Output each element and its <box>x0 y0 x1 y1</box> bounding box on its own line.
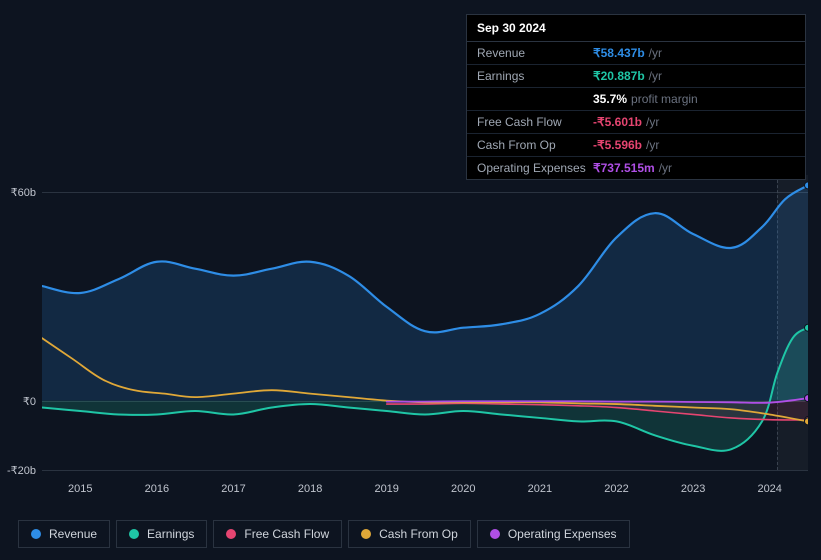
tooltip-row: Earnings₹20.887b/yr <box>467 65 805 88</box>
legend-item-revenue[interactable]: Revenue <box>18 520 110 548</box>
x-axis-label: 2024 <box>757 483 781 495</box>
tooltip-row-unit: /yr <box>649 46 662 60</box>
tooltip-row: Operating Expenses₹737.515m/yr <box>467 157 805 179</box>
x-axis-label: 2021 <box>528 483 552 495</box>
x-axis-label: 2022 <box>604 483 628 495</box>
tooltip-row-unit: /yr <box>646 138 659 152</box>
legend-swatch <box>490 529 500 539</box>
x-axis-label: 2023 <box>681 483 705 495</box>
tooltip-rows: Revenue₹58.437b/yrEarnings₹20.887b/yr35.… <box>467 42 805 179</box>
tooltip-row: Free Cash Flow-₹5.601b/yr <box>467 111 805 134</box>
series-end-marker <box>805 418 809 425</box>
tooltip-row-unit: /yr <box>649 69 662 83</box>
tooltip-row-value: ₹58.437b <box>593 46 645 60</box>
series-end-marker <box>805 395 809 402</box>
legend-label: Cash From Op <box>379 527 458 541</box>
legend-label: Operating Expenses <box>508 527 617 541</box>
y-axis-label: -₹20b <box>0 464 36 477</box>
series-end-marker <box>805 324 809 331</box>
legend-item-earnings[interactable]: Earnings <box>116 520 207 548</box>
y-axis-label: ₹0 <box>0 395 36 408</box>
legend-label: Free Cash Flow <box>244 527 329 541</box>
tooltip-row-value: -₹5.601b <box>593 115 642 129</box>
tooltip-row: Cash From Op-₹5.596b/yr <box>467 134 805 157</box>
tooltip-row-label: Operating Expenses <box>477 161 593 175</box>
tooltip-date: Sep 30 2024 <box>467 15 805 42</box>
y-axis-label: ₹60b <box>0 186 36 199</box>
x-axis-label: 2020 <box>451 483 475 495</box>
x-axis-label: 2018 <box>298 483 322 495</box>
tooltip-profit-margin: 35.7%profit margin <box>467 88 805 111</box>
x-axis-label: 2019 <box>374 483 398 495</box>
legend-swatch <box>226 529 236 539</box>
x-axis-label: 2016 <box>145 483 169 495</box>
x-axis-label: 2015 <box>68 483 92 495</box>
chart-plot <box>42 175 808 470</box>
tooltip-row-unit: /yr <box>659 161 672 175</box>
legend-swatch <box>129 529 139 539</box>
legend-swatch <box>361 529 371 539</box>
tooltip-row-value: -₹5.596b <box>593 138 642 152</box>
chart-legend: Revenue Earnings Free Cash Flow Cash From O… <box>18 520 630 548</box>
legend-label: Earnings <box>147 527 194 541</box>
x-axis-label: 2017 <box>221 483 245 495</box>
series-area-revenue <box>42 185 808 400</box>
tooltip-row-label: Revenue <box>477 46 593 60</box>
legend-label: Revenue <box>49 527 97 541</box>
tooltip-row-label: Cash From Op <box>477 138 593 152</box>
chart-tooltip: Sep 30 2024 Revenue₹58.437b/yrEarnings₹2… <box>466 14 806 180</box>
grid-line <box>42 470 808 471</box>
financials-chart[interactable]: ₹60b ₹0 -₹20b 2015 2016 2017 2018 2019 2020 2021… <box>0 155 821 515</box>
legend-item-cash-from-op[interactable]: Cash From Op <box>348 520 471 548</box>
legend-item-operating-expenses[interactable]: Operating Expenses <box>477 520 630 548</box>
tooltip-row: Revenue₹58.437b/yr <box>467 42 805 65</box>
series-end-marker <box>805 182 809 189</box>
tooltip-row-value: ₹20.887b <box>593 69 645 83</box>
tooltip-row-label: Earnings <box>477 69 593 83</box>
tooltip-row-value: ₹737.515m <box>593 161 655 175</box>
legend-item-free-cash-flow[interactable]: Free Cash Flow <box>213 520 342 548</box>
tooltip-row-unit: /yr <box>646 115 659 129</box>
tooltip-row-label: Free Cash Flow <box>477 115 593 129</box>
legend-swatch <box>31 529 41 539</box>
